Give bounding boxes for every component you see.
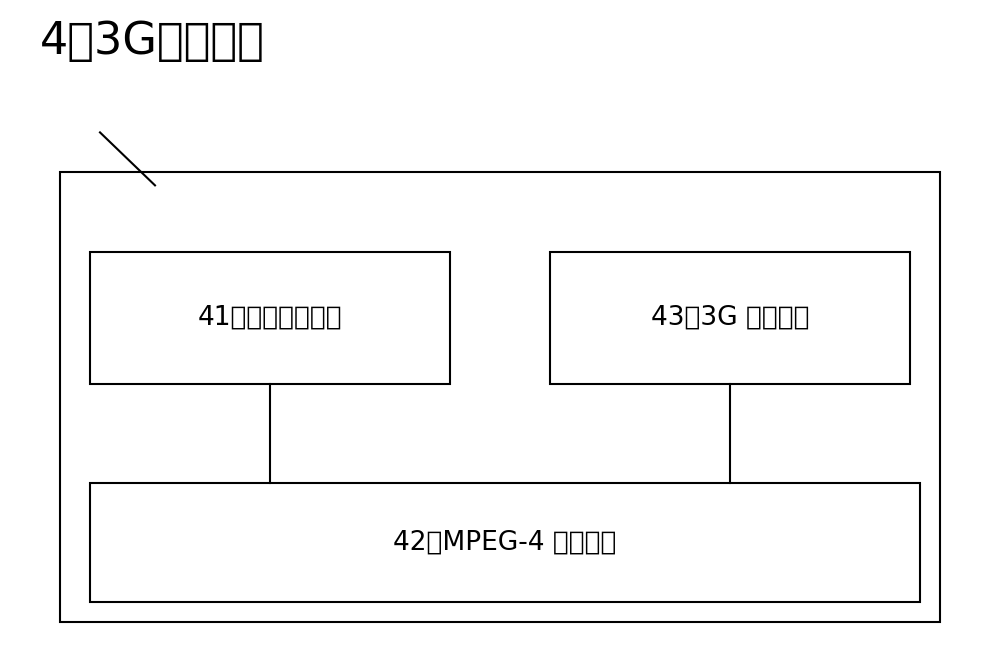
- Text: 43、3G 通信单元: 43、3G 通信单元: [651, 305, 809, 331]
- Text: 41、图像复合单元: 41、图像复合单元: [198, 305, 342, 331]
- Bar: [90, 483, 920, 602]
- Bar: [550, 252, 910, 384]
- Bar: [60, 172, 940, 622]
- Text: 4、3G通信设备: 4、3G通信设备: [40, 20, 265, 63]
- Bar: [90, 252, 450, 384]
- Text: 42、MPEG-4 压缩单元: 42、MPEG-4 压缩单元: [393, 530, 617, 556]
